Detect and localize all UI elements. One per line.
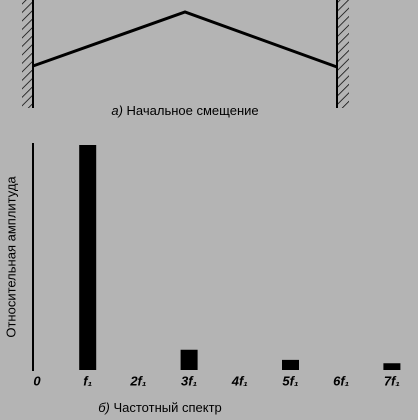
string-diagram: а) Начальное смещение	[22, 0, 349, 118]
x-tick-label: 6f₁	[333, 373, 349, 388]
right-wall-hatch	[337, 0, 349, 108]
caption-a-label: а)	[111, 103, 123, 118]
left-wall-hatch	[22, 0, 33, 108]
caption-b-label: б)	[98, 400, 110, 415]
caption-a-text: Начальное смещение	[127, 103, 259, 118]
x-tick-label: 7f₁	[384, 373, 400, 388]
bar	[282, 359, 299, 370]
y-axis-label: Относительная амплитуда	[3, 176, 18, 338]
caption-b: б) Частотный спектр	[98, 400, 222, 415]
x-tick-label: 0	[33, 373, 41, 388]
bar	[79, 145, 97, 370]
string	[32, 10, 338, 69]
x-tick-label: 2f₁	[129, 373, 146, 388]
x-tick-label: 5f₁	[282, 373, 298, 388]
x-tick-label: 4f₁	[231, 373, 248, 388]
bar	[180, 349, 198, 370]
x-tick-label: 3f₁	[181, 373, 197, 388]
x-tick-label: f₁	[83, 373, 92, 388]
caption-a: а) Начальное смещение	[111, 103, 258, 118]
caption-b-text: Частотный спектр	[113, 400, 221, 415]
bar	[383, 363, 401, 370]
